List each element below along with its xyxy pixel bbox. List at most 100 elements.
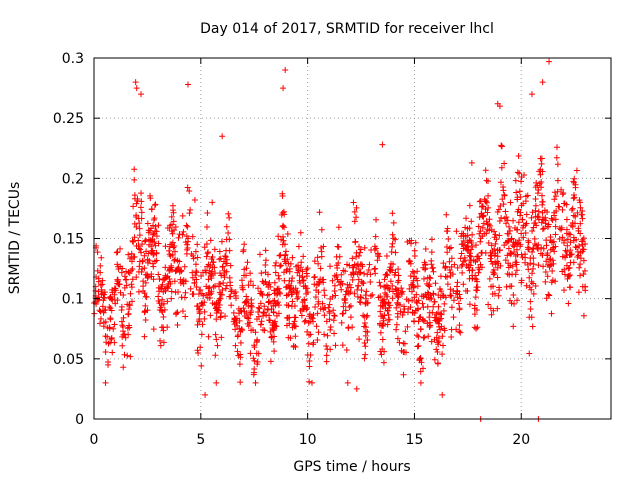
data-point <box>288 291 295 298</box>
data-point <box>277 262 284 269</box>
data-point <box>372 233 379 240</box>
data-point <box>384 307 391 314</box>
data-point <box>125 311 132 318</box>
data-point <box>462 224 469 231</box>
data-point <box>95 296 102 303</box>
data-point <box>283 284 290 291</box>
data-point <box>333 273 340 280</box>
data-point <box>503 283 510 290</box>
data-point <box>186 210 193 217</box>
data-point <box>429 309 436 316</box>
data-point <box>539 168 546 175</box>
data-point <box>531 220 538 227</box>
data-point <box>275 272 282 279</box>
data-point <box>144 271 151 278</box>
data-point <box>238 326 245 333</box>
data-point <box>386 286 393 293</box>
data-point <box>494 100 501 107</box>
data-point <box>528 314 535 321</box>
data-point <box>577 272 584 279</box>
data-point <box>221 274 228 281</box>
data-point <box>334 243 341 250</box>
data-point <box>127 353 134 360</box>
data-point <box>563 248 570 255</box>
data-point <box>353 385 360 392</box>
data-point <box>338 286 345 293</box>
data-point <box>325 304 332 311</box>
data-point <box>534 213 541 220</box>
data-point <box>111 321 118 328</box>
data-point <box>474 324 481 331</box>
data-point <box>523 211 530 218</box>
data-point <box>389 240 396 247</box>
data-point <box>385 299 392 306</box>
data-point <box>486 275 493 282</box>
data-point <box>195 318 202 325</box>
data-point <box>540 245 547 252</box>
data-point <box>407 304 414 311</box>
data-point <box>240 305 247 312</box>
data-point <box>282 248 289 255</box>
data-point <box>145 227 152 234</box>
data-point <box>211 246 218 253</box>
data-point <box>234 348 241 355</box>
data-point <box>198 331 205 338</box>
data-point <box>577 199 584 206</box>
data-point <box>445 236 452 243</box>
data-point <box>218 334 225 341</box>
data-point <box>391 271 398 278</box>
data-point <box>208 271 215 278</box>
data-point <box>113 249 120 256</box>
data-point <box>502 257 509 264</box>
data-point <box>306 358 313 365</box>
data-point <box>439 351 446 358</box>
data-point <box>358 294 365 301</box>
data-point <box>102 349 109 356</box>
data-point <box>564 275 571 282</box>
data-point <box>332 342 339 349</box>
data-point <box>570 178 577 185</box>
data-point <box>227 262 234 269</box>
data-point <box>383 271 390 278</box>
data-point <box>401 340 408 347</box>
data-point <box>456 322 463 329</box>
grid-lines <box>94 58 611 419</box>
data-point <box>237 354 244 361</box>
data-point <box>438 311 445 318</box>
data-point <box>298 312 305 319</box>
data-point <box>554 161 561 168</box>
data-point <box>440 307 447 314</box>
data-point <box>411 273 418 280</box>
data-point <box>104 333 111 340</box>
data-point <box>482 250 489 257</box>
data-point <box>227 282 234 289</box>
data-point <box>244 320 251 327</box>
data-point <box>267 317 274 324</box>
data-point <box>315 281 322 288</box>
data-point <box>266 298 273 305</box>
data-point <box>97 315 104 322</box>
data-point <box>393 326 400 333</box>
x-tick-label: 10 <box>299 432 317 448</box>
data-point <box>428 249 435 256</box>
data-point <box>222 285 229 292</box>
data-point <box>367 293 374 300</box>
data-point <box>492 240 499 247</box>
data-point <box>272 302 279 309</box>
data-point <box>425 333 432 340</box>
data-point <box>327 295 334 302</box>
data-point <box>198 290 205 297</box>
data-point <box>351 218 358 225</box>
data-point <box>102 379 109 386</box>
data-point <box>510 217 517 224</box>
data-point <box>467 238 474 245</box>
data-point <box>335 279 342 286</box>
data-point <box>119 342 126 349</box>
data-point <box>540 225 547 232</box>
data-point <box>358 278 365 285</box>
data-point <box>426 274 433 281</box>
data-point <box>213 316 220 323</box>
data-point <box>204 294 211 301</box>
data-point <box>470 257 477 264</box>
data-point <box>507 227 514 234</box>
